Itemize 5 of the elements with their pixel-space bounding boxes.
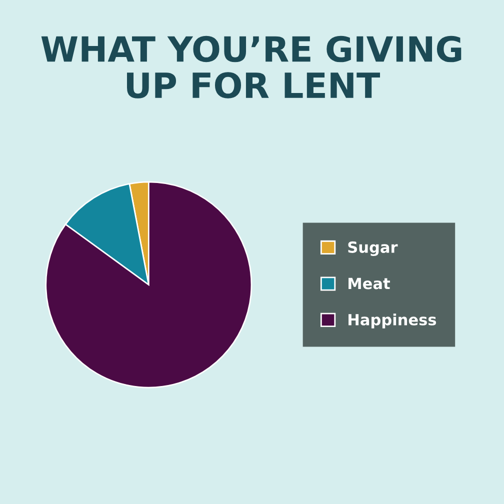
legend-label: Sugar: [348, 241, 398, 256]
pie-slice: [45, 181, 252, 388]
legend-label: Happiness: [348, 314, 436, 328]
legend-label: Meat: [348, 278, 390, 290]
chart-title: WHAT YOU’RE GIVING UP FOR LENT: [41, 36, 462, 98]
